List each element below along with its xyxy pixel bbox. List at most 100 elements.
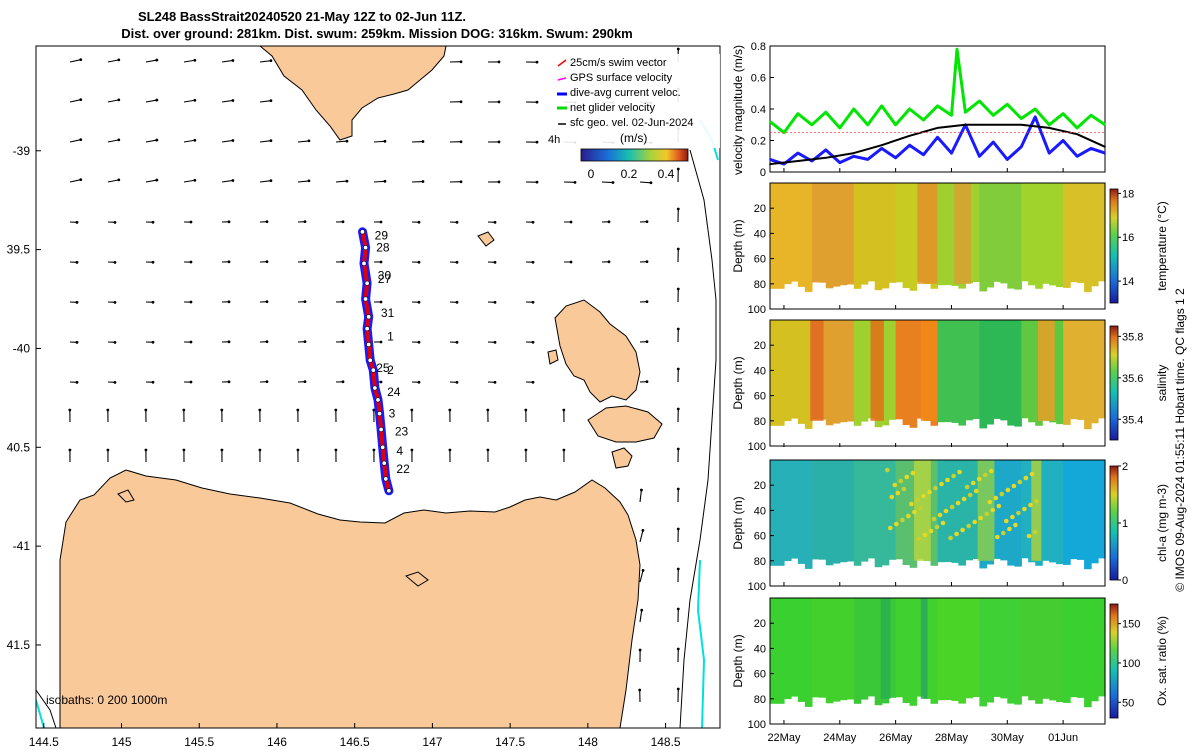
geo-arrow-head <box>645 220 649 224</box>
section-colorbar <box>1109 603 1119 719</box>
section-column <box>881 183 890 289</box>
section-column <box>1007 320 1015 426</box>
geo-arrow-head <box>421 180 425 183</box>
geo-arrow-head <box>265 220 269 224</box>
section-column <box>1098 320 1106 419</box>
geo-arrow-head <box>117 58 121 62</box>
chl-dot <box>1011 483 1017 489</box>
section-column <box>770 320 778 426</box>
velocity-point <box>880 105 883 107</box>
section-ylabel: Depth (m) <box>731 356 745 409</box>
velocity-point <box>1104 123 1106 126</box>
velocity-point <box>1020 123 1023 126</box>
section-column <box>1084 598 1092 708</box>
geo-arrow-head <box>676 687 680 691</box>
colorbar-tick-label: 150 <box>1122 619 1140 631</box>
geo-arrow-head <box>227 340 231 344</box>
velocity-point <box>852 152 855 154</box>
chl-dot <box>989 468 994 474</box>
section-panel: 20 40 60 80 100 Depth (m) 35.4 35.6 35.8 salinity <box>731 319 1169 453</box>
geo-arrow-head <box>117 178 121 182</box>
section-column <box>930 598 939 704</box>
geo-arrow-head <box>269 139 273 143</box>
map-y-tick-label: 41.5 <box>7 638 31 652</box>
velocity-point <box>880 144 883 147</box>
chl-dot <box>1005 487 1011 493</box>
section-y-tick-label: 40 <box>754 228 766 240</box>
geo-arrow-head <box>182 448 186 452</box>
geo-arrow-head <box>421 140 425 143</box>
section-column <box>797 320 806 424</box>
section-column <box>909 320 918 428</box>
chl-dot <box>889 494 895 500</box>
section-feature <box>914 460 931 561</box>
section-column <box>979 598 987 707</box>
section-panel: 20 40 60 80 100 Depth (m) 0 1 2 chl-a (mg m-3) <box>731 459 1169 593</box>
section-column <box>777 183 785 289</box>
chl-dot <box>964 484 970 490</box>
geo-arrow-head <box>265 260 269 264</box>
section-colorbar <box>1109 188 1119 304</box>
section-column <box>944 598 953 701</box>
track-point <box>364 326 370 332</box>
section-column <box>853 460 862 566</box>
section-column <box>1063 460 1071 565</box>
section-feature <box>917 183 938 284</box>
geo-arrow <box>601 181 614 184</box>
geo-arrow-head <box>151 260 155 264</box>
section-column <box>832 460 841 564</box>
geo-arrow-head <box>155 98 159 102</box>
section-column <box>916 598 925 697</box>
geo-arrow-head <box>151 220 155 224</box>
geo-arrow-head <box>638 648 642 652</box>
section-column <box>1091 598 1099 702</box>
section-column <box>1014 183 1022 290</box>
isobath-line <box>679 149 717 728</box>
velocity-point <box>964 111 967 113</box>
chl-dot <box>912 509 917 515</box>
chl-dot <box>1013 522 1018 528</box>
section-column <box>1021 320 1029 419</box>
geo-arrow-head <box>341 340 345 344</box>
section-frame <box>769 597 1106 725</box>
section-column <box>867 183 876 282</box>
geo-arrow <box>69 99 81 103</box>
chl-dot <box>906 513 911 519</box>
map-x-tick-label: 145.5 <box>184 735 214 749</box>
section-column <box>784 460 792 562</box>
geo-arrow-head <box>417 300 421 304</box>
geo-arrow-head <box>649 181 653 185</box>
chl-dot <box>1010 514 1015 520</box>
section-column <box>986 320 994 425</box>
section-y-tick-label: 40 <box>754 505 766 517</box>
chl-dot <box>966 523 971 529</box>
geo-arrow-head <box>341 380 345 384</box>
velocity-y-ticks: 0 0.2 0.4 0.6 0.8 <box>751 41 774 179</box>
flinders-island <box>554 299 641 403</box>
velocity-point <box>866 123 869 126</box>
map-y-tick-label: 40.5 <box>7 440 31 454</box>
geo-arrow-head <box>372 408 376 412</box>
geo-arrow-head <box>189 260 193 264</box>
geo-arrow <box>145 139 157 143</box>
legend-swatch <box>557 59 567 67</box>
section-column <box>1028 183 1036 286</box>
section-column <box>804 460 813 569</box>
chl-dot <box>1032 529 1038 535</box>
geo-arrow-head <box>379 260 383 264</box>
section-column <box>784 598 792 700</box>
track-point <box>380 444 386 450</box>
velocity-point <box>1062 139 1064 142</box>
geo-arrow-head <box>269 99 273 103</box>
geo-arrow-head <box>640 488 643 492</box>
geo-arrow-head <box>68 448 72 452</box>
geo-arrow <box>297 180 309 183</box>
geo-arrow-head <box>379 220 383 224</box>
section-feature <box>880 598 891 699</box>
isobath-line <box>36 699 45 728</box>
geo-arrow-head <box>562 448 566 452</box>
geo-arrow <box>639 181 652 184</box>
map-y-tick-label: 39.5 <box>7 243 31 257</box>
geo-arrow-head <box>155 138 159 142</box>
